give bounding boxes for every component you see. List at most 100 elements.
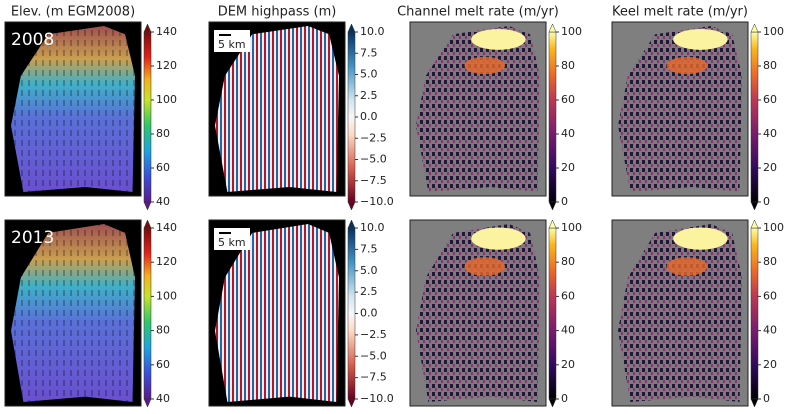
year-label: 2013 [11,228,54,248]
colorbar-tick-label: 7.5 [360,46,378,59]
colorbar-tick-label: 60 [156,161,170,174]
colorbar-tick-label: 60 [561,289,575,302]
melt-hotspot [666,257,708,276]
glacier-highpass [215,26,339,192]
year-label: 2008 [11,30,54,50]
colorbar-tick-label: 100 [561,25,582,38]
colorbar-extend [347,23,356,33]
colorbar-extend [347,398,356,408]
melt-hotspot [464,257,506,276]
colorbar-tick-label: 60 [763,289,777,302]
colorbar [548,31,557,203]
colorbar-tick-label: −2.5 [360,131,387,144]
colorbar-tick-label: −7.5 [360,371,387,384]
colorbar-tick-label: 2.5 [360,89,378,102]
colorbar-tick-label: 40 [561,324,575,337]
glacier-texture [11,224,135,402]
colorbar-tick-label: 80 [763,255,777,268]
colorbar-tick-label: −10.0 [360,392,394,405]
colorbar-tick-label: 40 [156,195,170,208]
colorbar-extend [548,219,557,229]
glacier-melt [618,26,742,192]
colorbar [347,31,356,203]
colorbar-tick-label: 5.0 [360,264,378,277]
colorbar-extend [143,201,152,211]
melt-hotspot [673,227,728,250]
colorbar-tick-label: −7.5 [360,174,387,187]
glacier-texture [11,26,135,192]
colorbar-tick-label: 120 [156,59,177,72]
melt-hotspot [471,227,526,250]
colorbar-tick-label: 140 [156,25,177,38]
colorbar-tick-label: 40 [561,127,575,140]
colorbar-tick-label: 80 [561,59,575,72]
colorbar-tick-label: 100 [156,289,177,302]
melt-hotspot [464,56,506,75]
glacier-melt [416,224,540,402]
colorbar-tick-label: 0 [561,392,568,405]
colorbar-tick-label: 20 [561,358,575,371]
colorbar-tick-label: −10.0 [360,195,394,208]
colorbar-extend [548,23,557,33]
colorbar-tick-label: 20 [763,161,777,174]
colorbar-extend [143,398,152,408]
scale-bar-label: 5 km [218,236,246,249]
colorbar-tick-label: 80 [156,127,170,140]
colorbar-tick-label: 0.0 [360,307,378,320]
colorbar-tick-label: 60 [156,358,170,371]
colorbar-tick-label: 10.0 [360,221,385,234]
colorbar-extend [347,219,356,229]
colorbar-tick-label: 0 [561,195,568,208]
colorbar-extend [548,398,557,408]
column-title: Elev. (m EGM2008) [11,5,135,20]
glacier-melt [416,26,540,192]
colorbar-tick-label: 100 [561,221,582,234]
colorbar-tick-label: 80 [561,255,575,268]
column-title: Keel melt rate (m/yr) [612,5,748,20]
colorbar-tick-label: 40 [763,127,777,140]
melt-hotspot [471,28,526,50]
melt-hotspot [666,56,708,75]
scale-bar-label: 5 km [218,38,246,51]
colorbar-extend [143,219,152,229]
colorbar-extend [750,23,759,33]
colorbar-tick-label: 0 [763,195,770,208]
colorbar-tick-label: −5.0 [360,349,387,362]
colorbar-tick-label: 20 [561,161,575,174]
colorbar-tick-label: 10.0 [360,25,385,38]
colorbar-tick-label: 7.5 [360,242,378,255]
colorbar-tick-label: 0 [763,392,770,405]
glacier-melt [618,224,742,402]
colorbar-extend [347,201,356,211]
colorbar-tick-label: 40 [763,324,777,337]
column-title: DEM highpass (m) [218,5,337,20]
colorbar-tick-label: 120 [156,255,177,268]
colorbar-tick-label: 80 [156,324,170,337]
colorbar [347,227,356,400]
colorbar [143,227,152,400]
colorbar-tick-label: 140 [156,221,177,234]
colorbar-tick-label: 60 [561,93,575,106]
colorbar-tick-label: 100 [763,25,784,38]
colorbar-tick-label: 100 [763,221,784,234]
colorbar-tick-label: 60 [763,93,777,106]
colorbar-tick-label: 20 [763,358,777,371]
colorbar-extend [548,201,557,211]
colorbar-tick-label: 100 [156,93,177,106]
colorbar-tick-label: 5.0 [360,68,378,81]
colorbar-tick-label: 80 [763,59,777,72]
colorbar-extend [143,23,152,33]
colorbar [750,31,759,203]
colorbar [143,31,152,203]
colorbar-tick-label: −2.5 [360,328,387,341]
colorbar-extend [750,201,759,211]
melt-hotspot [673,28,728,50]
colorbar [750,227,759,400]
colorbar [548,227,557,400]
colorbar-extend [750,398,759,408]
column-title: Channel melt rate (m/yr) [397,5,559,20]
colorbar-tick-label: 2.5 [360,285,378,298]
colorbar-tick-label: −5.0 [360,153,387,166]
colorbar-tick-label: 0.0 [360,110,378,123]
